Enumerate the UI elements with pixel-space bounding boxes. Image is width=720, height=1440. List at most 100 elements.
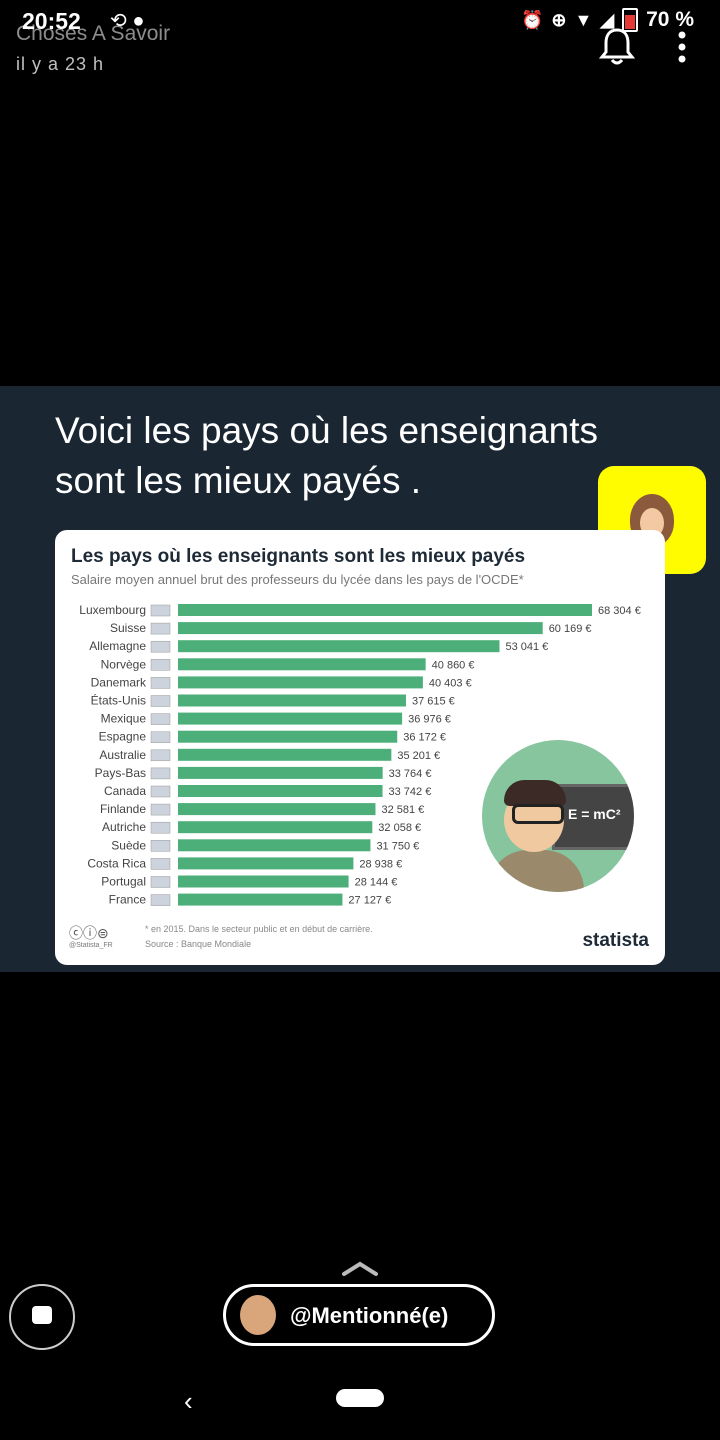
category-label: Danemark xyxy=(91,675,147,689)
battery-icon xyxy=(622,8,639,32)
bar xyxy=(178,694,406,707)
category-label: Norvège xyxy=(101,657,147,671)
battery-percent: 70 % xyxy=(646,8,694,31)
data-saver-icon: ⊕ xyxy=(551,9,567,30)
more-options-icon[interactable] xyxy=(672,30,692,64)
bar xyxy=(178,785,383,797)
value-label: 32 581 € xyxy=(381,804,424,816)
chalkboard-formula: E = mC² xyxy=(568,806,621,822)
category-label: France xyxy=(109,893,147,907)
alarm-icon: ⏰ xyxy=(520,9,544,30)
story-time-ago: il y a 23 h xyxy=(16,54,105,74)
flag-icon xyxy=(150,894,171,906)
note-line-1: * en 2015. Dans le secteur public et en … xyxy=(145,924,373,934)
flag-icon xyxy=(150,677,171,689)
flag-icon xyxy=(150,858,171,870)
bar xyxy=(178,748,392,761)
infographic-note: * en 2015. Dans le secteur public et en … xyxy=(145,922,373,952)
mention-label: @Mentionné(e) xyxy=(290,1303,449,1328)
chevron-up-icon[interactable] xyxy=(340,1258,380,1278)
teacher-glasses xyxy=(512,804,564,824)
value-label: 32 058 € xyxy=(378,822,421,834)
bell-icon[interactable] xyxy=(598,26,636,66)
bar xyxy=(178,712,403,725)
signal-icon: ◢ xyxy=(600,9,615,30)
bar xyxy=(178,676,423,689)
nav-back-icon[interactable]: ‹ xyxy=(184,1386,193,1416)
bar xyxy=(178,604,592,616)
category-label: Australie xyxy=(99,748,146,762)
status-time: 20:52 xyxy=(22,8,81,34)
bitmoji-avatar xyxy=(240,1295,276,1335)
bar xyxy=(178,658,426,671)
mention-button[interactable]: @Mentionné(e) xyxy=(223,1284,495,1346)
flag-icon xyxy=(150,821,171,834)
note-source: Source : Banque Mondiale xyxy=(145,939,252,949)
bar xyxy=(178,730,398,743)
value-label: 68 304 € xyxy=(598,605,641,617)
flag-icon xyxy=(150,713,171,725)
value-label: 53 041 € xyxy=(505,641,548,653)
bar xyxy=(178,622,543,635)
category-label: Costa Rica xyxy=(87,856,146,870)
category-label: Canada xyxy=(104,784,146,798)
category-label: Autriche xyxy=(102,820,146,834)
flag-icon xyxy=(150,876,171,888)
value-label: 28 938 € xyxy=(359,858,402,870)
value-label: 36 976 € xyxy=(408,714,451,726)
bar xyxy=(178,875,349,888)
value-label: 35 201 € xyxy=(397,750,440,762)
bar xyxy=(178,766,383,779)
category-label: Finlande xyxy=(100,802,146,816)
story-title[interactable]: Choses A Savoir xyxy=(16,22,171,45)
flag-icon xyxy=(150,622,171,635)
status-icons: ⏰ ⊕ ▼ ◢ 70 % xyxy=(521,8,694,32)
bar xyxy=(178,821,373,834)
value-label: 36 172 € xyxy=(403,732,446,744)
category-label: Suède xyxy=(111,838,146,852)
value-label: 28 144 € xyxy=(355,877,398,889)
flag-icon xyxy=(150,803,171,816)
flag-icon xyxy=(150,659,171,671)
teacher-hair xyxy=(504,780,566,806)
value-label: 33 764 € xyxy=(389,768,432,780)
value-label: 27 127 € xyxy=(348,895,391,907)
bar xyxy=(178,839,371,852)
value-label: 37 615 € xyxy=(412,696,455,708)
statista-logo: statista xyxy=(582,930,649,951)
value-label: 33 742 € xyxy=(389,786,432,798)
creative-commons-icons: ⓒⓘ⊜ xyxy=(69,925,109,941)
flag-icon xyxy=(150,731,171,743)
story-image[interactable]: Voici les pays où les enseignants sont l… xyxy=(0,386,720,972)
flag-icon xyxy=(150,749,171,762)
category-label: États-Unis xyxy=(91,693,146,708)
infographic-subtitle: Salaire moyen annuel brut des professeur… xyxy=(71,572,524,587)
image-headline: Voici les pays où les enseignants sont l… xyxy=(55,410,599,501)
bar xyxy=(178,803,376,816)
flag-icon xyxy=(150,604,171,617)
category-label: Luxembourg xyxy=(79,603,146,617)
bar xyxy=(178,893,343,906)
bar xyxy=(178,857,354,870)
status-bar: 20:52 ⟲ ● ⏰ ⊕ ▼ ◢ 70 % xyxy=(0,0,720,44)
bar xyxy=(178,640,500,653)
flag-icon xyxy=(150,695,171,707)
notification-icons: ⟲ ● xyxy=(110,10,145,32)
value-label: 40 403 € xyxy=(429,677,472,689)
flag-icon xyxy=(150,640,171,653)
value-label: 60 169 € xyxy=(549,623,592,635)
category-label: Portugal xyxy=(101,875,146,889)
value-label: 31 750 € xyxy=(376,840,419,852)
nav-home-pill[interactable] xyxy=(336,1389,384,1407)
statista-handle: @Statista_FR xyxy=(69,942,113,949)
chat-icon xyxy=(32,1306,52,1324)
teacher-illustration: E = mC² xyxy=(482,740,634,892)
flag-icon xyxy=(150,767,171,780)
category-label: Mexique xyxy=(101,712,147,726)
value-label: 40 860 € xyxy=(432,659,475,671)
category-label: Pays-Bas xyxy=(95,766,146,780)
chat-button[interactable] xyxy=(9,1284,75,1350)
wifi-icon: ▼ xyxy=(574,9,593,30)
flag-icon xyxy=(150,785,171,798)
salary-bar-chart: Luxembourg 68 304 € Suisse 60 169 € Allemagn… xyxy=(79,603,641,907)
